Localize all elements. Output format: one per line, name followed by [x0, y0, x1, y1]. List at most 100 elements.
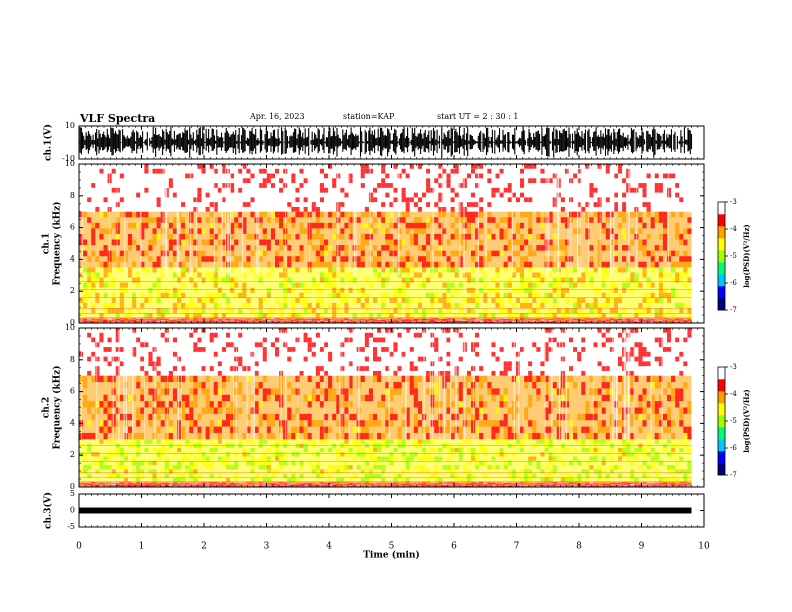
spectrogram-cell [597, 164, 602, 169]
spectrogram-cell [454, 217, 459, 223]
spectrogram-cell [160, 452, 165, 457]
spectrogram-cell [156, 447, 161, 453]
spectrogram-cell [646, 302, 651, 309]
spectrogram-cell [520, 222, 525, 229]
spectrogram-cell [181, 239, 186, 246]
spectrogram-cell [152, 217, 157, 223]
spectrogram-cell [373, 447, 378, 453]
spectrogram-cell [315, 261, 320, 268]
spectrogram-cell [438, 272, 443, 278]
spectrogram-cell [381, 202, 386, 207]
spectrogram-cell [634, 477, 639, 483]
spectrogram-cell [373, 465, 378, 470]
spectrogram-cell [638, 308, 643, 314]
spectrogram-cell [283, 452, 288, 457]
spectrogram-cell [91, 168, 96, 174]
spectrogram-cell [356, 217, 361, 223]
spectrogram-cell [164, 465, 169, 470]
spectrogram-cell [107, 308, 112, 314]
spectrogram-cell [172, 256, 177, 262]
spectrogram-cell [217, 164, 222, 169]
spectrogram-cell [585, 168, 590, 174]
spectrogram-cell [83, 239, 88, 246]
spectrogram-cell [319, 388, 324, 395]
spectrogram-cell [279, 211, 284, 218]
spectrogram-cell [479, 173, 484, 179]
spectrogram-cell [466, 173, 471, 179]
spectrogram-cell [115, 192, 120, 198]
spectrogram-cell [515, 250, 520, 257]
spectrogram-cell [442, 187, 447, 193]
spectrogram-cell [205, 192, 210, 198]
spectrogram-cell [511, 233, 516, 240]
spectrogram-cell [417, 197, 422, 203]
spectrogram-cell [132, 211, 137, 218]
spectrogram-cell [242, 261, 247, 268]
spectrogram-cell [205, 206, 210, 212]
spectrogram-cell [479, 460, 484, 466]
spectrogram-cell [185, 313, 190, 319]
spectrogram-cell [332, 178, 337, 184]
spectrogram-cell [487, 211, 492, 218]
spectrogram-cell [462, 217, 467, 223]
spectrogram-cell [475, 250, 480, 257]
spectrogram-cell [193, 460, 198, 466]
spectrogram-cell [638, 245, 643, 251]
spectrogram-cell [405, 222, 410, 229]
spectrogram-cell [524, 187, 529, 193]
spectrogram-cell [311, 187, 316, 193]
spectrogram-cell [119, 452, 124, 457]
spectrogram-cell [111, 256, 116, 262]
spectrogram-cell [307, 420, 312, 427]
spectrogram-cell [471, 202, 476, 207]
spectrogram-cell [364, 277, 369, 283]
spectrogram-cell [491, 164, 496, 169]
spectrogram-cell [626, 178, 631, 184]
spectrogram-cell [115, 420, 120, 427]
spectrogram-cell [385, 217, 390, 223]
spectrogram-cell [168, 420, 173, 427]
spectrogram-cell [434, 261, 439, 268]
spectrogram-cell [593, 469, 598, 474]
spectrogram-cell [671, 187, 676, 193]
spectrogram-cell [385, 407, 390, 414]
spectrogram-cell [413, 228, 418, 234]
spectrogram-cell [128, 432, 133, 440]
spectrogram-cell [413, 272, 418, 278]
spectrogram-cell [185, 308, 190, 314]
spectrogram-cell [377, 473, 382, 478]
spectrogram-cell [119, 202, 124, 207]
spectrogram-cell [381, 277, 386, 283]
spectrogram-cell [360, 292, 365, 298]
spectrogram-cell [618, 164, 623, 169]
spectrogram-cell [258, 439, 263, 444]
spectrogram-cell [250, 250, 255, 257]
spectrogram-cell [152, 233, 157, 240]
spectrogram-cell [585, 302, 590, 309]
spectrogram-cell [642, 297, 647, 303]
spectrogram-cell [589, 447, 594, 453]
spectrogram-cell [319, 272, 324, 278]
spectrogram-cell [328, 302, 333, 309]
spectrogram-cell [213, 277, 218, 283]
spectrogram-cell [242, 222, 247, 229]
spectrogram-cell [319, 168, 324, 174]
spectrogram-cell [201, 228, 206, 234]
spectrogram-cell [373, 206, 378, 212]
spectrogram-cell [597, 206, 602, 212]
spectrogram-cell [258, 239, 263, 246]
spectrogram-cell [226, 277, 231, 283]
spectrogram-cell [348, 164, 353, 169]
spectrogram-cell [564, 217, 569, 223]
spectrogram-cell [275, 439, 280, 444]
spectrogram-cell [319, 469, 324, 474]
spectrogram-cell [348, 477, 353, 483]
spectrogram-cell [221, 239, 226, 246]
spectrogram-cell [189, 192, 194, 198]
spectrogram-cell [348, 413, 353, 421]
spectrogram-cell [95, 407, 100, 414]
spectrogram-cell [148, 245, 153, 251]
spectrogram-cell [601, 469, 606, 474]
spectrogram-cell [221, 460, 226, 466]
spectrogram-cell [520, 239, 525, 246]
